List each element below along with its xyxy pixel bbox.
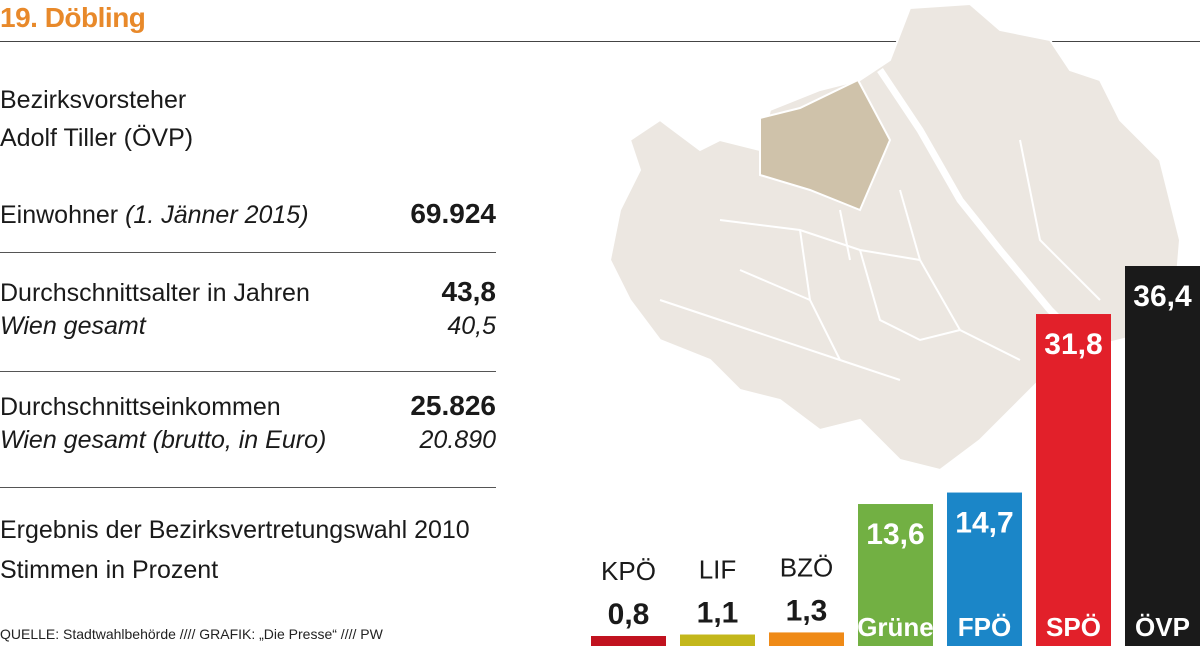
- election-heading: Ergebnis der Bezirksvertretungswahl 2010: [0, 516, 470, 544]
- title-divider: [0, 41, 1200, 42]
- population-row: Einwohner (1. Jänner 2015) 69.924: [0, 198, 496, 230]
- bar-bzö: [769, 632, 844, 646]
- page-title: 19. Döbling: [0, 2, 146, 33]
- average-income-vienna-label: Wien gesamt (brutto, in Euro): [0, 426, 327, 454]
- bar-fpö: [947, 492, 1022, 646]
- bar-category-label: Grüne: [857, 612, 934, 642]
- doebling-district-highlight: [759, 78, 892, 212]
- district-borders: [659, 139, 1101, 381]
- bar-category-label: ÖVP: [1135, 612, 1190, 642]
- average-age-vienna-label: Wien gesamt: [0, 312, 146, 340]
- bar-value-label: 14,7: [955, 507, 1013, 540]
- average-age-label: Durchschnittsalter in Jahren: [0, 279, 310, 307]
- population-date-note: (1. Jänner 2015): [125, 201, 309, 229]
- vienna-district-map: [608, 2, 1182, 472]
- bar-grüne: [858, 504, 933, 646]
- district-head-name: Adolf Tiller (ÖVP): [0, 124, 194, 152]
- average-income-label: Durchschnittseinkommen: [0, 393, 281, 421]
- divider: [0, 487, 496, 488]
- vienna-outline: [608, 2, 1182, 472]
- average-income-vienna-row: Wien gesamt (brutto, in Euro) 20.890: [0, 426, 496, 455]
- bar-value-label: 1,3: [786, 594, 828, 627]
- bar-category-label: SPÖ: [1046, 612, 1101, 642]
- average-income-row: Durchschnittseinkommen 25.826: [0, 390, 496, 422]
- bar-value-label: 0,8: [608, 598, 650, 631]
- bar-category-label: LIF: [699, 555, 737, 585]
- average-income-vienna-value: 20.890: [419, 426, 496, 454]
- bar-kpö: [591, 636, 666, 646]
- bar-category-label: BZÖ: [780, 552, 833, 582]
- source-credit: QUELLE: Stadtwahlbehörde //// GRAFIK: „D…: [0, 626, 383, 642]
- average-age-vienna-row: Wien gesamt 40,5: [0, 312, 496, 341]
- divider: [0, 371, 496, 372]
- bar-value-label: 1,1: [697, 597, 739, 630]
- average-age-value: 43,8: [441, 276, 497, 307]
- district-head-heading: Bezirksvorsteher: [0, 86, 187, 114]
- bar-category-label: FPÖ: [958, 612, 1011, 642]
- bar-value-label: 13,6: [866, 518, 924, 551]
- divider: [0, 252, 496, 253]
- bar-category-label: KPÖ: [601, 556, 656, 586]
- average-age-row: Durchschnittsalter in Jahren 43,8: [0, 276, 496, 308]
- population-label: Einwohner (1. Jänner 2015): [0, 201, 309, 229]
- bar-lif: [680, 634, 755, 646]
- average-income-value: 25.826: [410, 390, 496, 421]
- election-subheading: Stimmen in Prozent: [0, 556, 219, 584]
- population-value: 69.924: [410, 198, 496, 229]
- average-age-vienna-value: 40,5: [447, 312, 496, 340]
